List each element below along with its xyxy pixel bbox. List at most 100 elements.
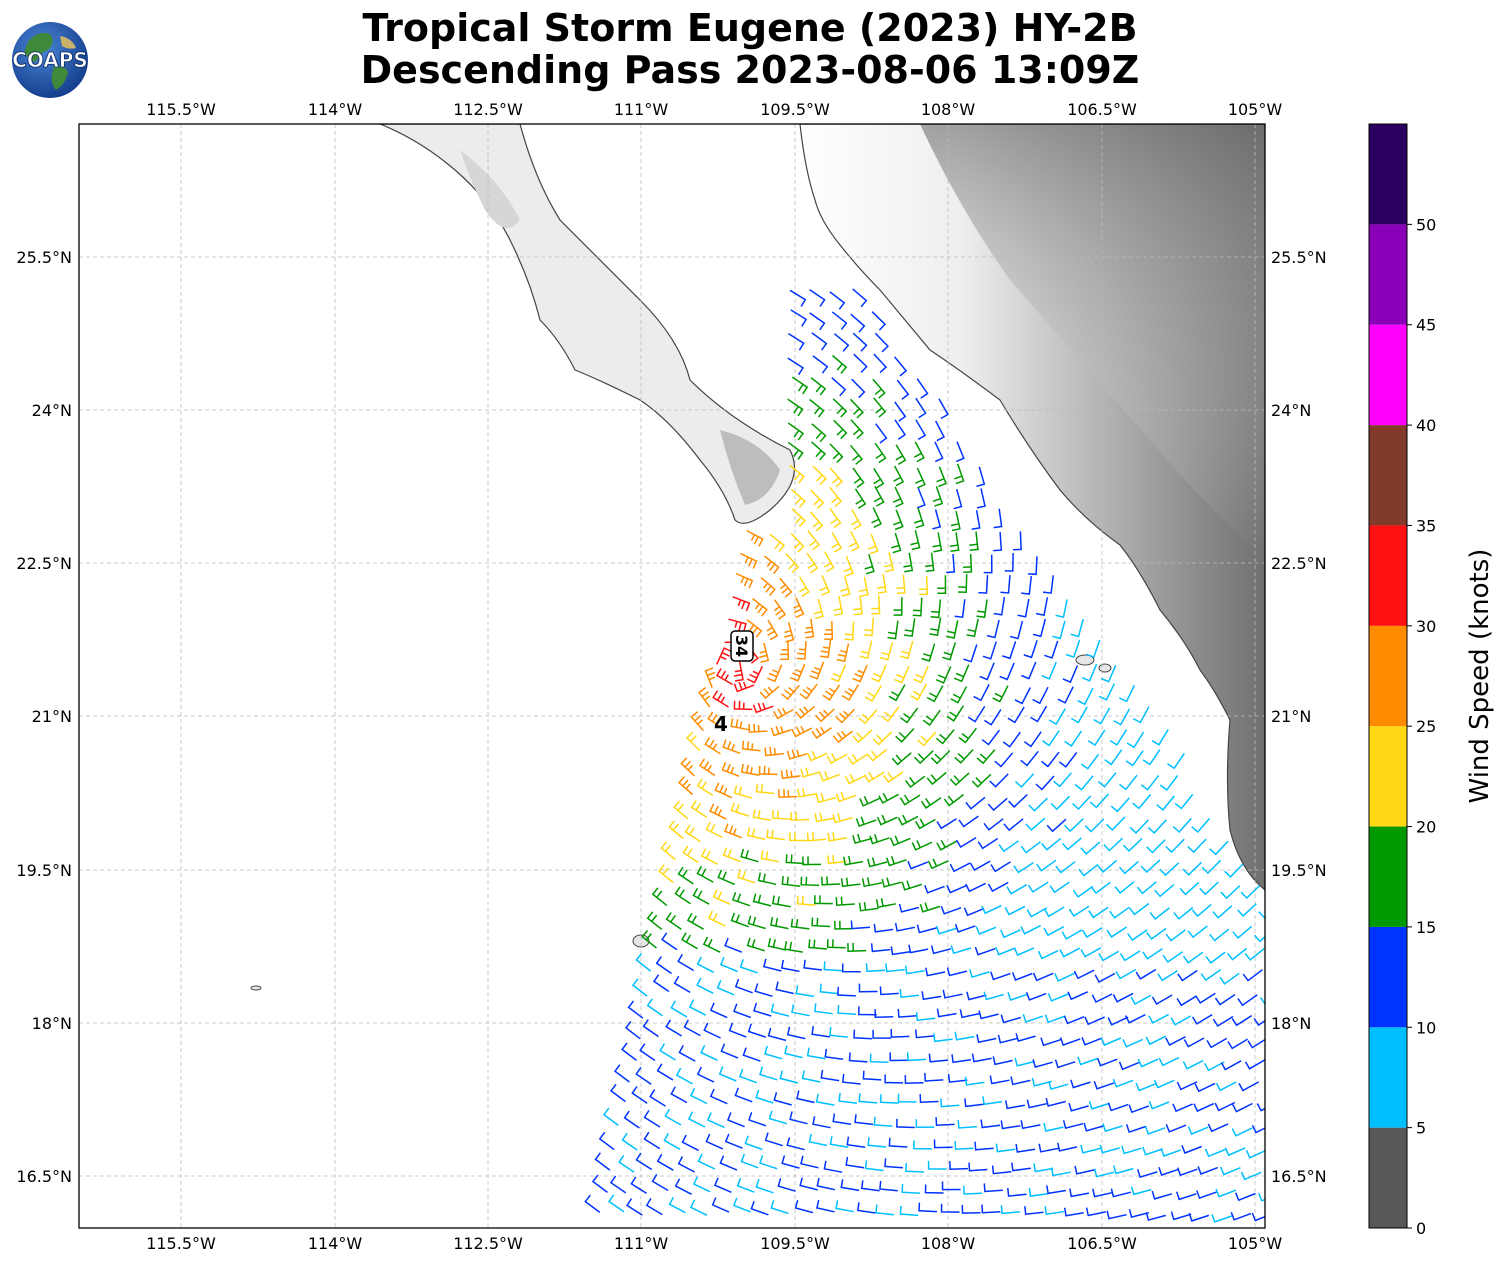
wind-barb	[871, 664, 887, 683]
wind-barb	[876, 573, 887, 594]
wind-barb	[809, 661, 825, 680]
wind-barb	[908, 944, 929, 954]
wind-barb	[884, 1158, 903, 1169]
wind-barb	[903, 618, 916, 638]
wind-barb	[670, 1000, 688, 1018]
wind-barb	[631, 978, 648, 997]
colorbar-bin	[1369, 324, 1407, 426]
wind-barb	[954, 749, 974, 764]
wind-barb	[829, 486, 843, 507]
wind-barb	[757, 872, 777, 886]
wind-barb	[1003, 818, 1024, 832]
wind-barb	[649, 1089, 666, 1107]
wind-barb	[645, 1198, 663, 1216]
lat-label-right: 16.5°N	[1271, 1167, 1327, 1186]
wind-barb	[847, 753, 869, 766]
wind-barb	[963, 907, 985, 917]
wind-barb	[688, 999, 707, 1016]
wind-barb	[949, 772, 970, 787]
wind-barb	[766, 619, 779, 641]
wind-barb	[598, 1131, 615, 1151]
wind-barb	[796, 895, 816, 906]
wind-barb	[925, 552, 935, 573]
colorbar-bin	[1369, 224, 1407, 325]
wind-barb	[894, 665, 910, 684]
lat-label-right: 19.5°N	[1271, 861, 1327, 880]
wind-barb	[1100, 664, 1117, 683]
wind-barb	[849, 444, 864, 465]
logo-text: COAPS	[12, 48, 88, 72]
wind-barb	[858, 1093, 878, 1104]
wind-barb	[791, 726, 813, 738]
colorbar-bin	[1369, 926, 1407, 1028]
wind-barb	[871, 311, 887, 331]
wind-barb	[1114, 881, 1135, 894]
wind-barb	[919, 1094, 939, 1103]
wind-barb	[1094, 972, 1116, 984]
wind-barb	[967, 705, 986, 723]
wind-barb	[802, 856, 822, 866]
wind-barb	[1242, 969, 1263, 982]
lon-label-top: 105°W	[1228, 100, 1283, 119]
wind-barb	[1144, 1126, 1166, 1135]
wind-barb	[982, 641, 997, 660]
wind-barb	[1081, 927, 1103, 939]
colorbar-tick-label: 10	[1416, 1018, 1436, 1037]
wind-barb	[890, 532, 902, 554]
wind-barb	[936, 839, 957, 851]
wind-barb	[914, 750, 934, 765]
wind-barb	[732, 596, 751, 612]
wind-barb	[1207, 1123, 1229, 1133]
wind-barb	[728, 1022, 747, 1038]
wind-barb	[780, 641, 790, 661]
wind-barb	[961, 1204, 981, 1214]
wind-barb	[832, 813, 853, 824]
wind-barb	[980, 1119, 1001, 1129]
wind-barb	[964, 1076, 985, 1086]
wind-barb	[971, 1053, 992, 1063]
wind-barb	[806, 552, 819, 574]
wind-barb	[608, 1194, 625, 1213]
wind-barb	[1068, 1102, 1089, 1112]
wind-barb	[726, 1112, 745, 1128]
wind-barb	[740, 1153, 759, 1169]
wind-barb	[1048, 708, 1066, 726]
wind-barb	[734, 1087, 753, 1103]
wind-barb	[816, 1199, 835, 1213]
wind-barb	[781, 876, 801, 887]
wind-barb	[1049, 881, 1070, 894]
wind-barb	[752, 598, 768, 617]
wind-barb	[852, 288, 868, 308]
wind-barb	[779, 577, 793, 598]
wind-barb	[946, 884, 967, 894]
wind-barb	[973, 683, 990, 702]
wind-barb	[954, 924, 976, 933]
wind-barb	[808, 1133, 828, 1147]
wind-barb	[712, 690, 729, 708]
wind-barb	[709, 1088, 728, 1105]
latitude-labels-left: 25.5°N 24°N 22.5°N 21°N 19.5°N 18°N 16.5…	[16, 248, 72, 1186]
wind-barb	[787, 441, 804, 460]
longitude-labels-top: 115.5°W 114°W 112.5°W 111°W 109.5°W 108°…	[146, 100, 1282, 119]
wind-barb	[1212, 905, 1233, 919]
wind-barb	[869, 834, 890, 845]
wind-barb	[896, 379, 910, 400]
wind-barb	[976, 488, 986, 509]
wind-barb	[1194, 1082, 1216, 1093]
wind-barb	[1142, 1146, 1163, 1156]
wind-barb	[809, 398, 825, 418]
colorbar-bin	[1369, 425, 1407, 526]
wind-barb	[932, 532, 943, 553]
wind-barb	[981, 1204, 1001, 1214]
wind-barb	[1183, 1037, 1205, 1048]
wind-barb	[1043, 925, 1065, 937]
wind-barb	[833, 419, 848, 440]
wind-barb	[1081, 1037, 1102, 1046]
wind-barb	[789, 464, 805, 484]
wind-barb	[1050, 1167, 1071, 1177]
wind-barb	[1156, 795, 1175, 811]
colorbar-tick-label: 35	[1416, 516, 1436, 535]
wind-barb	[773, 707, 794, 720]
lon-label-top: 115.5°W	[146, 100, 216, 119]
wind-barb	[869, 1053, 889, 1064]
